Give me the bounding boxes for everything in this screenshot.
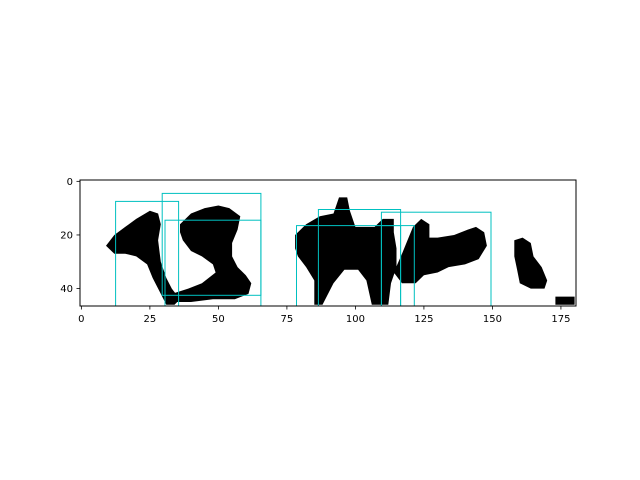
image-foreground xyxy=(106,197,575,305)
y-tick-label: 0 xyxy=(67,177,73,188)
plot-area xyxy=(79,179,577,307)
y-tick-label: 40 xyxy=(60,284,73,295)
x-tick-label: 25 xyxy=(144,314,157,325)
x-tick-label: 125 xyxy=(414,314,433,325)
blob-2 xyxy=(171,205,252,302)
x-tick-label: 100 xyxy=(346,314,365,325)
x-tick-label: 50 xyxy=(212,314,225,325)
blob-3 xyxy=(295,197,397,305)
x-tick-label: 150 xyxy=(483,314,502,325)
blob-1 xyxy=(106,210,180,305)
x-tick-label: 0 xyxy=(78,314,84,325)
axes-frame xyxy=(79,179,577,307)
y-tick-label: 20 xyxy=(60,230,73,241)
blob-6 xyxy=(555,296,575,305)
blob-5 xyxy=(514,237,548,289)
y-axis: 0 20 40 xyxy=(60,177,80,295)
x-axis: 0 25 50 75 100 125 150 175 xyxy=(78,306,570,325)
blob-4 xyxy=(393,218,487,284)
x-tick-label: 175 xyxy=(551,314,570,325)
x-tick-label: 75 xyxy=(281,314,294,325)
